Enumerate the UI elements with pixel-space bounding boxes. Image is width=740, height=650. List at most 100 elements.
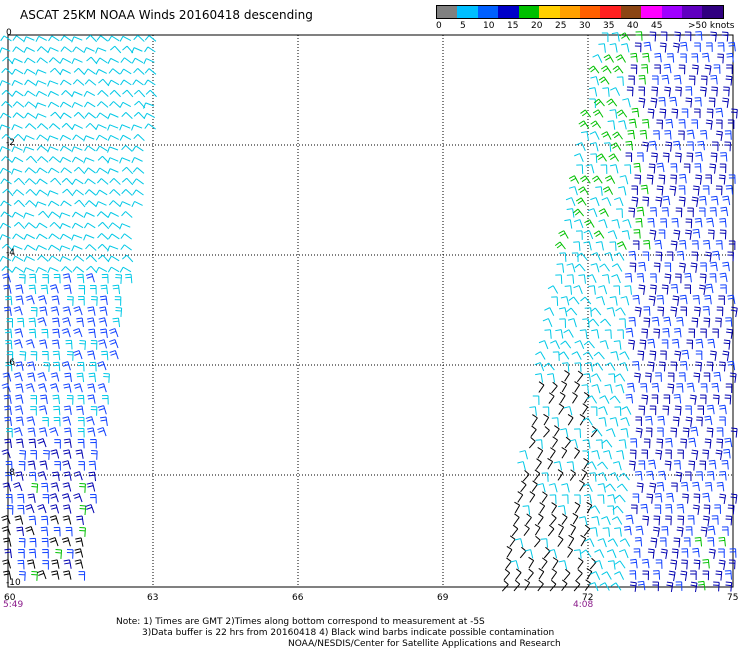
wind-barb <box>597 461 609 470</box>
wind-barb <box>59 233 72 240</box>
wind-barb <box>721 460 729 470</box>
wind-barb <box>615 307 626 316</box>
wind-barb <box>658 229 666 239</box>
wind-barb <box>97 155 110 164</box>
wind-barb <box>537 446 544 459</box>
wind-barb <box>59 156 72 163</box>
wind-barb <box>99 306 108 316</box>
lat-label-m4: -4 <box>6 248 15 258</box>
wind-barb <box>505 557 512 570</box>
wind-barb <box>657 306 665 317</box>
wind-barb <box>713 371 722 382</box>
wind-barb <box>610 87 621 96</box>
wind-barb <box>51 559 60 569</box>
wind-barb <box>563 406 573 416</box>
wind-barb <box>1 68 13 75</box>
wind-barb <box>114 296 122 306</box>
wind-barb <box>514 538 524 548</box>
wind-barb <box>26 559 36 569</box>
wind-barb <box>119 223 131 230</box>
wind-barb <box>15 394 24 404</box>
wind-barb <box>611 274 621 284</box>
wind-barb <box>12 233 24 240</box>
wind-barb <box>560 428 569 438</box>
wind-barb <box>144 35 157 42</box>
wind-barb <box>628 118 637 129</box>
wind-barb <box>715 185 723 196</box>
wind-barb <box>655 251 663 262</box>
wind-barb <box>609 395 621 404</box>
wind-barb <box>722 195 731 206</box>
wind-barb <box>16 526 24 537</box>
wind-barb <box>543 546 551 559</box>
wind-barb <box>622 98 631 108</box>
wind-barb <box>76 405 84 415</box>
wind-barb <box>569 439 579 449</box>
wind-barb <box>97 90 109 97</box>
wind-speed-colorbar <box>436 5 724 19</box>
wind-barb <box>42 560 49 570</box>
wind-barb <box>3 306 12 316</box>
wind-barb <box>607 505 615 515</box>
wind-barb <box>537 483 546 493</box>
wind-barb <box>724 437 733 448</box>
wind-barb <box>2 559 12 569</box>
wind-barb <box>673 460 681 470</box>
wind-barb <box>614 406 622 416</box>
lon-label-63: 63 <box>147 593 159 603</box>
wind-barb <box>95 47 107 54</box>
wind-barb <box>97 221 110 230</box>
wind-barb <box>706 361 714 372</box>
wind-barb <box>107 113 119 120</box>
wind-barb <box>99 416 108 426</box>
wind-barb <box>59 101 72 108</box>
wind-barb <box>59 245 71 252</box>
wind-barb <box>541 472 549 482</box>
wind-barb <box>119 134 132 141</box>
wind-barb <box>574 153 584 163</box>
wind-barb <box>581 131 589 141</box>
wind-barb <box>98 339 107 349</box>
wind-barb <box>614 252 625 261</box>
wind-barb <box>121 111 133 119</box>
wind-barb <box>72 134 84 141</box>
wind-barb <box>722 350 730 362</box>
wind-barb <box>85 254 98 263</box>
wind-barb <box>578 274 586 284</box>
wind-barb <box>74 548 84 558</box>
wind-barb <box>590 571 601 580</box>
wind-barb <box>0 167 12 174</box>
wind-barb <box>109 350 119 360</box>
wind-barb <box>620 428 629 438</box>
wind-barb <box>561 362 570 372</box>
wind-barb <box>634 174 642 185</box>
wind-barb <box>707 338 716 349</box>
wind-barb <box>704 438 712 449</box>
wind-barb <box>662 195 671 206</box>
wind-barb <box>73 306 83 316</box>
wind-barb <box>548 483 558 493</box>
wind-barb <box>51 339 60 349</box>
wind-barb <box>641 558 650 569</box>
wind-barb <box>704 64 712 75</box>
wind-barb <box>51 471 60 481</box>
wind-barb <box>35 90 48 97</box>
wind-barb <box>575 197 587 206</box>
wind-barb <box>567 546 574 558</box>
wind-barb <box>700 383 708 393</box>
wind-barb <box>107 146 119 153</box>
wind-barb <box>0 35 12 42</box>
wind-barb <box>656 295 665 305</box>
wind-barb <box>76 317 84 328</box>
wind-barb <box>103 373 110 383</box>
wind-barb <box>0 47 11 54</box>
wind-barb <box>35 69 47 76</box>
wind-barb <box>690 262 698 273</box>
wind-barb <box>38 405 48 415</box>
wind-barb <box>655 559 663 569</box>
wind-barb <box>95 189 108 196</box>
wind-barb <box>119 201 131 208</box>
wind-barb <box>609 472 620 481</box>
wind-barb <box>28 284 37 295</box>
wind-barb <box>664 262 672 272</box>
